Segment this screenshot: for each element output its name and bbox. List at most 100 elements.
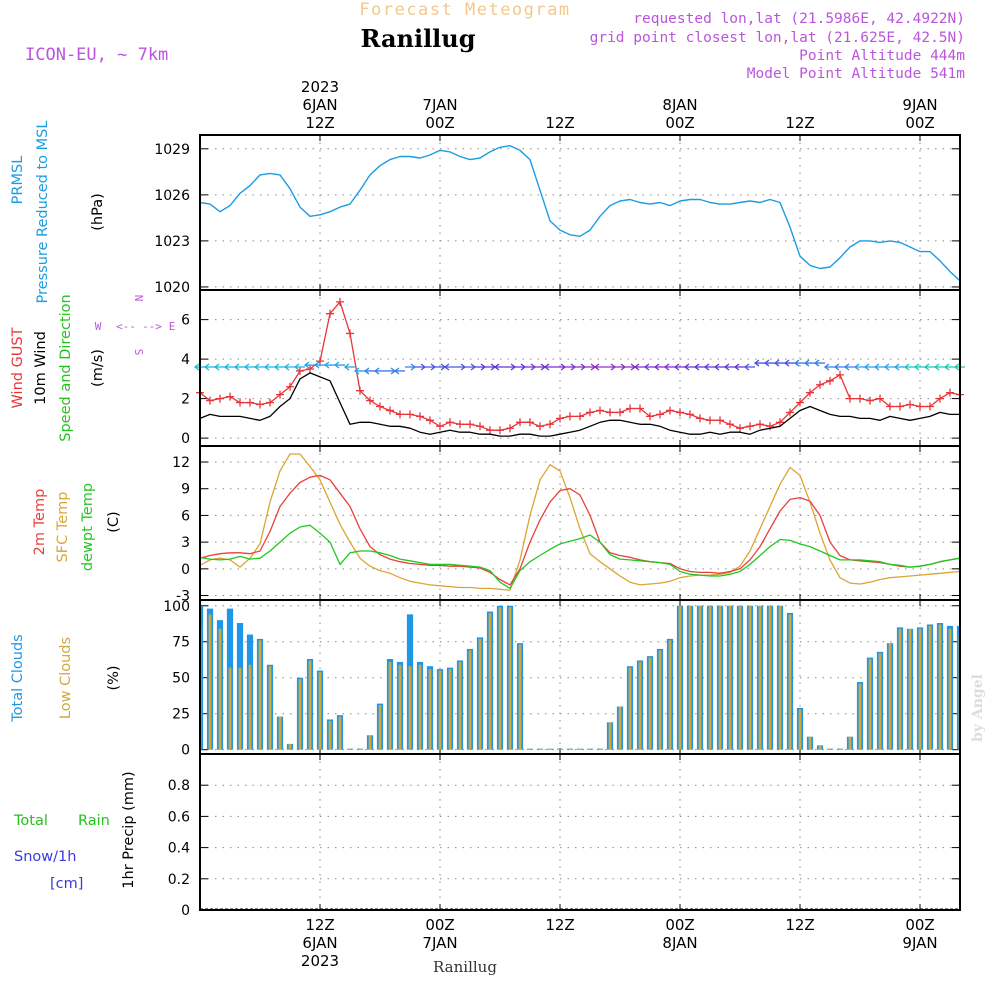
- low-cloud-bar: [748, 605, 752, 750]
- low-cloud-bar: [948, 628, 952, 750]
- gust-marker: [726, 420, 734, 429]
- snow-cm-label: [cm]: [50, 876, 83, 892]
- bottom-time-label: 9JAN: [902, 934, 937, 952]
- compass-west: W: [95, 320, 102, 333]
- wind-direction-arrow: [493, 363, 505, 371]
- panel-frame: [199, 753, 961, 911]
- sfc-label: SFC Temp: [55, 492, 71, 563]
- low-cloud-bar: [428, 669, 432, 750]
- dewpt-line: [199, 524, 961, 590]
- y-tick-label: 12: [172, 455, 190, 471]
- low-cloud-bar: [228, 667, 232, 750]
- wind-direction-arrow: [593, 363, 605, 371]
- gust-marker: [636, 404, 644, 413]
- low-cloud-bar: [718, 605, 722, 750]
- panel-frame: [199, 134, 961, 291]
- gust-marker: [356, 386, 364, 395]
- low-cloud-bar: [348, 748, 352, 750]
- bottom-time-label: 00Z: [425, 916, 454, 934]
- low-cloud-bar: [378, 705, 382, 750]
- gust-label: Wind GUST: [10, 327, 26, 408]
- low-cloud-bar: [268, 666, 272, 750]
- gust-marker: [236, 398, 244, 407]
- gust-marker: [496, 426, 504, 435]
- low-cloud-bar: [678, 605, 682, 750]
- low-cloud-bar: [888, 643, 892, 750]
- wind-direction-arrow: [605, 363, 617, 371]
- gust-marker: [816, 380, 824, 389]
- low-cloud-bar: [918, 628, 922, 750]
- low-cloud-bar: [688, 605, 692, 750]
- low-cloud-bar: [288, 743, 292, 750]
- model-name: ICON-EU, ~ 7km: [25, 45, 168, 65]
- wind-direction-arrow: [243, 363, 255, 371]
- gust-marker: [906, 400, 914, 409]
- low-cloud-bar: [498, 607, 502, 750]
- gust-marker: [226, 392, 234, 401]
- wind-direction-arrow: [615, 363, 627, 371]
- wind-direction-arrow: [893, 363, 905, 371]
- gust-marker: [696, 414, 704, 423]
- low-cloud-bar: [208, 614, 212, 750]
- top-time-label: 12Z: [305, 114, 334, 132]
- y-tick-label: 0: [181, 903, 190, 919]
- low-cloud-bar: [798, 709, 802, 750]
- gust-marker: [436, 422, 444, 431]
- low-cloud-bar: [478, 638, 482, 750]
- wind-direction-arrow: [515, 363, 527, 371]
- wind-speed-dir-label: Speed and Direction: [58, 294, 74, 441]
- clouds-unit: (%): [106, 665, 122, 690]
- requested-coords: requested lon,lat (21.5986E, 42.4922N): [633, 11, 965, 27]
- pressure-label-2: Pressure Reduced to MSL: [35, 121, 51, 304]
- wind-direction-arrow: [783, 359, 795, 367]
- wind-direction-arrow: [393, 367, 405, 375]
- wind-direction-arrow: [353, 367, 365, 375]
- gust-marker: [606, 408, 614, 417]
- wind-direction-arrow: [853, 363, 865, 371]
- wind-direction-arrow: [653, 363, 665, 371]
- gust-marker: [686, 410, 694, 419]
- compass-north: N: [132, 295, 145, 302]
- wind-direction-arrow: [343, 363, 355, 371]
- y-tick-label: 1020: [154, 280, 190, 296]
- wind-direction-arrow: [405, 363, 417, 371]
- y-tick-label: 0.6: [168, 809, 190, 825]
- gust-marker: [576, 412, 584, 421]
- wind-direction-arrow: [203, 363, 215, 371]
- gust-marker: [476, 422, 484, 431]
- top-time-label: 2023: [301, 78, 339, 96]
- gust-marker: [376, 402, 384, 411]
- low-cloud-bar: [828, 748, 832, 750]
- footer-place: Ranillug: [433, 958, 497, 976]
- low-cloud-bar: [488, 612, 492, 750]
- gust-marker: [946, 388, 954, 397]
- low-cloud-bar: [368, 735, 372, 750]
- wind-direction-arrow: [773, 359, 785, 367]
- top-time-label: 00Z: [665, 114, 694, 132]
- low-cloud-bar: [238, 667, 242, 750]
- low-cloud-bar: [418, 664, 422, 750]
- low-cloud-bar: [898, 628, 902, 750]
- low-cloud-bar: [578, 748, 582, 750]
- bottom-time-label: 12Z: [545, 916, 574, 934]
- y-tick-label: 0.8: [168, 778, 190, 794]
- low-cloud-bar: [808, 736, 812, 750]
- wind-direction-arrow: [313, 361, 325, 369]
- wind-direction-arrow: [425, 363, 437, 371]
- gust-marker: [836, 370, 844, 379]
- y-tick-label: 0: [181, 431, 190, 447]
- wind-direction-arrow: [585, 363, 597, 371]
- gust-marker: [256, 400, 264, 409]
- wind-direction-arrow: [293, 363, 305, 371]
- wind-direction-arrow: [723, 363, 735, 371]
- low-cloud-bar: [638, 661, 642, 750]
- gust-marker: [456, 420, 464, 429]
- top-time-label: 6JAN: [302, 96, 337, 114]
- gust-marker: [396, 410, 404, 419]
- gust-marker: [216, 394, 224, 403]
- point-altitude: Point Altitude 444m: [799, 48, 965, 64]
- gust-marker: [786, 408, 794, 417]
- gust-marker: [516, 418, 524, 427]
- y-tick-label: 1029: [154, 142, 190, 158]
